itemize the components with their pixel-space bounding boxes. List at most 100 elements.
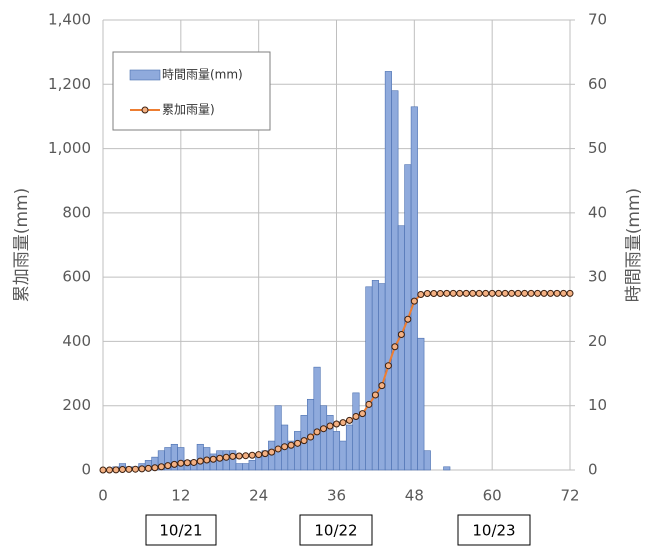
page: {"chart_data": {"type": "bar-line", "x":… <box>0 0 654 548</box>
line-marker <box>398 332 404 338</box>
line-marker <box>145 465 151 471</box>
line-marker <box>119 467 125 473</box>
line-marker <box>411 298 417 304</box>
line-marker <box>424 291 430 297</box>
line-marker <box>106 467 112 473</box>
line-marker <box>476 290 482 296</box>
legend-swatch <box>130 70 160 80</box>
line-marker <box>483 290 489 296</box>
line-marker <box>100 467 106 473</box>
line-marker <box>210 456 216 462</box>
line-marker <box>528 290 534 296</box>
bar <box>242 464 248 470</box>
line-marker <box>340 420 346 426</box>
line-marker <box>353 413 359 419</box>
line-marker <box>327 423 333 429</box>
y-tick-label: 200 <box>62 396 91 414</box>
line-marker <box>489 290 495 296</box>
line-marker <box>139 466 145 472</box>
line-marker <box>334 421 340 427</box>
bar <box>359 412 365 470</box>
line-marker <box>197 458 203 464</box>
line-marker <box>204 457 210 463</box>
line-marker <box>132 466 138 472</box>
line-marker <box>515 290 521 296</box>
y-tick-label: 1,400 <box>48 11 91 29</box>
bar <box>411 107 417 470</box>
line-marker <box>262 451 268 457</box>
x-tick-label: 0 <box>98 487 108 505</box>
bar <box>353 393 359 470</box>
date-label: 10/21 <box>159 522 202 540</box>
line-marker <box>158 464 164 470</box>
line-marker <box>554 290 560 296</box>
date-label: 10/22 <box>314 522 357 540</box>
line-marker <box>405 316 411 322</box>
x-tick-label: 48 <box>405 487 424 505</box>
line-marker <box>288 442 294 448</box>
y-tick-label: 0 <box>81 461 91 479</box>
y2-tick-label: 10 <box>588 396 607 414</box>
line-marker <box>113 467 119 473</box>
line-marker <box>450 290 456 296</box>
line-marker <box>392 344 398 350</box>
bar <box>333 431 339 470</box>
y2-tick-label: 60 <box>588 75 607 93</box>
bar <box>320 406 326 470</box>
line-marker <box>178 460 184 466</box>
y2-tick-label: 30 <box>588 268 607 286</box>
bar <box>236 464 242 470</box>
line-marker <box>269 449 275 455</box>
line-marker <box>152 465 158 471</box>
bar <box>372 280 378 470</box>
bar <box>294 431 300 470</box>
line-marker <box>496 290 502 296</box>
line-marker <box>418 292 424 298</box>
line-marker <box>385 363 391 369</box>
line-marker <box>379 383 385 389</box>
y-axis-title: 累加雨量(mm) <box>12 188 32 302</box>
line-marker <box>314 429 320 435</box>
bar <box>197 444 203 470</box>
line-marker <box>346 417 352 423</box>
x-tick-label: 12 <box>171 487 190 505</box>
bar <box>249 460 255 470</box>
line-marker <box>321 426 327 432</box>
line-marker <box>372 392 378 398</box>
x-tick-label: 24 <box>249 487 268 505</box>
line-marker <box>522 290 528 296</box>
bar <box>275 406 281 470</box>
line-marker <box>502 290 508 296</box>
line-marker <box>470 290 476 296</box>
bar <box>385 71 391 470</box>
line-marker <box>256 452 262 458</box>
legend-label: 累加雨量) <box>162 103 215 117</box>
y-tick-label: 800 <box>62 203 91 221</box>
y-tick-label: 600 <box>62 268 91 286</box>
line-marker <box>509 290 515 296</box>
y2-tick-label: 0 <box>588 461 598 479</box>
line-marker <box>548 290 554 296</box>
y2-tick-label: 70 <box>588 11 607 29</box>
bar <box>424 451 430 470</box>
line-marker <box>463 290 469 296</box>
line-marker <box>359 411 365 417</box>
line-marker <box>230 453 236 459</box>
bar <box>255 457 261 470</box>
line-marker <box>217 455 223 461</box>
line-marker <box>223 454 229 460</box>
line-marker <box>184 460 190 466</box>
line-marker <box>171 461 177 467</box>
bar <box>398 226 404 470</box>
line-marker <box>282 444 288 450</box>
x-tick-label: 36 <box>327 487 346 505</box>
legend-box <box>113 52 270 130</box>
y2-tick-label: 40 <box>588 203 607 221</box>
date-label: 10/23 <box>472 522 515 540</box>
line-marker <box>437 291 443 297</box>
bar <box>418 338 424 470</box>
line-marker <box>243 453 249 459</box>
line-marker <box>165 463 171 469</box>
bar <box>346 425 352 470</box>
line-marker <box>561 290 567 296</box>
